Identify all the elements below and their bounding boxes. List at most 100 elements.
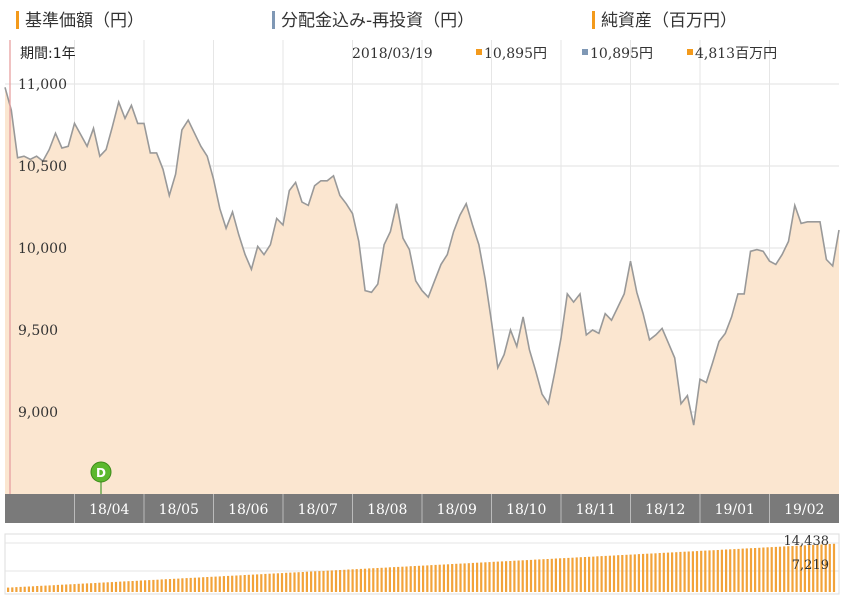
asset-bar bbox=[812, 544, 815, 592]
asset-bar bbox=[438, 564, 441, 592]
x-tick-label: 18/11 bbox=[576, 502, 616, 518]
asset-bar bbox=[500, 561, 504, 592]
asset-bar bbox=[621, 555, 624, 592]
asset-bar bbox=[397, 566, 400, 592]
asset-bar bbox=[778, 546, 782, 592]
asset-bar bbox=[326, 570, 329, 592]
asset-bar bbox=[671, 552, 674, 592]
asset-bar bbox=[31, 586, 35, 592]
asset-bar bbox=[119, 581, 122, 592]
asset-bar bbox=[650, 553, 653, 592]
asset-bar bbox=[534, 559, 537, 592]
asset-bar bbox=[36, 586, 39, 592]
asset-bar bbox=[173, 578, 176, 592]
asset-bar bbox=[426, 565, 429, 592]
asset-bar bbox=[322, 570, 325, 592]
asset-bar bbox=[637, 554, 640, 592]
asset-bar bbox=[388, 567, 391, 592]
asset-bar bbox=[413, 566, 416, 592]
asset-bar bbox=[592, 556, 595, 592]
asset-bar bbox=[442, 564, 445, 592]
asset-bar bbox=[44, 585, 47, 592]
asset-bar bbox=[799, 545, 802, 592]
asset-bar bbox=[343, 569, 346, 592]
asset-bar bbox=[480, 562, 483, 592]
asset-bar bbox=[156, 579, 159, 592]
asset-bar bbox=[745, 548, 748, 592]
asset-bar bbox=[81, 583, 84, 592]
asset-bar bbox=[23, 586, 26, 592]
asset-bar bbox=[69, 584, 72, 592]
asset-bar bbox=[106, 582, 109, 592]
assets-bars bbox=[7, 543, 836, 592]
legend-item-nav[interactable]: 基準価額（円） bbox=[16, 6, 144, 31]
asset-bar bbox=[152, 579, 155, 592]
asset-bar bbox=[604, 555, 607, 592]
asset-bar bbox=[712, 550, 715, 592]
asset-bar bbox=[227, 575, 230, 592]
asset-bar bbox=[766, 547, 769, 592]
asset-bar bbox=[608, 555, 611, 592]
asset-bar bbox=[7, 587, 10, 592]
nav-swatch bbox=[476, 49, 482, 55]
legend-swatch-reinvest bbox=[272, 11, 275, 29]
asset-bar bbox=[808, 545, 811, 592]
price-chart[interactable]: 11,000 10,500 10,000 9,500 9,000 期間:1年 2018/… bbox=[0, 34, 843, 596]
asset-bar bbox=[484, 562, 487, 592]
asset-bar bbox=[695, 551, 699, 592]
asset-bar bbox=[588, 556, 591, 592]
period-label[interactable]: 期間:1年 bbox=[20, 46, 76, 62]
hover-reinvest-value: 10,895円 bbox=[590, 46, 653, 62]
y-tick-label: 9,500 bbox=[18, 323, 58, 339]
asset-bar bbox=[828, 544, 831, 592]
asset-bar bbox=[513, 560, 516, 592]
asset-bar bbox=[40, 585, 43, 592]
legend-label-nav: 基準価額（円） bbox=[25, 11, 144, 31]
asset-bar bbox=[446, 564, 450, 592]
asset-bar bbox=[52, 585, 55, 592]
asset-bar bbox=[559, 558, 562, 592]
x-tick-label: 18/08 bbox=[367, 502, 407, 518]
asset-bar bbox=[654, 553, 657, 592]
asset-bar bbox=[795, 545, 798, 592]
legend-label-reinvest: 分配金込み-再投資（円） bbox=[281, 11, 475, 31]
asset-bar bbox=[720, 549, 723, 592]
asset-bar bbox=[314, 571, 317, 592]
asset-bar bbox=[459, 563, 462, 592]
y-tick-label: 10,000 bbox=[18, 241, 67, 257]
asset-bar bbox=[571, 557, 574, 592]
legend-item-assets[interactable]: 純資産（百万円） bbox=[592, 6, 737, 31]
dividend-marker[interactable]: D bbox=[90, 461, 112, 494]
asset-bar bbox=[471, 562, 474, 592]
asset-bar bbox=[144, 580, 147, 592]
asset-bar bbox=[662, 552, 665, 592]
asset-bar bbox=[289, 572, 292, 592]
chart-container[interactable]: 11,000 10,500 10,000 9,500 9,000 期間:1年 2018/… bbox=[0, 34, 843, 596]
x-axis: 18/04 18/05 18/06 18/07 18/08 18/09 18/10 18/11… bbox=[74, 494, 824, 523]
asset-bar bbox=[393, 567, 396, 592]
volume-tick-mid: 7,219 bbox=[792, 558, 829, 573]
asset-bar bbox=[135, 580, 138, 592]
asset-bar bbox=[98, 582, 101, 592]
asset-bar bbox=[455, 563, 458, 592]
asset-bar bbox=[770, 547, 773, 592]
asset-bar bbox=[85, 583, 89, 592]
asset-bar bbox=[687, 551, 690, 592]
asset-bar bbox=[612, 555, 616, 592]
asset-bar bbox=[542, 559, 545, 592]
asset-bar bbox=[708, 550, 711, 592]
asset-bar bbox=[567, 557, 570, 592]
asset-bar bbox=[509, 561, 512, 592]
asset-bar bbox=[824, 544, 827, 592]
asset-bar bbox=[401, 566, 404, 592]
asset-bar bbox=[231, 575, 234, 592]
legend-item-reinvest[interactable]: 分配金込み-再投資（円） bbox=[272, 6, 474, 31]
asset-bar bbox=[525, 560, 528, 592]
nav-line bbox=[4, 87, 840, 426]
asset-bar bbox=[222, 576, 225, 592]
asset-bar bbox=[832, 543, 836, 592]
asset-bar bbox=[293, 572, 296, 592]
asset-bar bbox=[783, 546, 786, 592]
asset-bar bbox=[310, 571, 313, 592]
asset-bar bbox=[496, 561, 499, 592]
